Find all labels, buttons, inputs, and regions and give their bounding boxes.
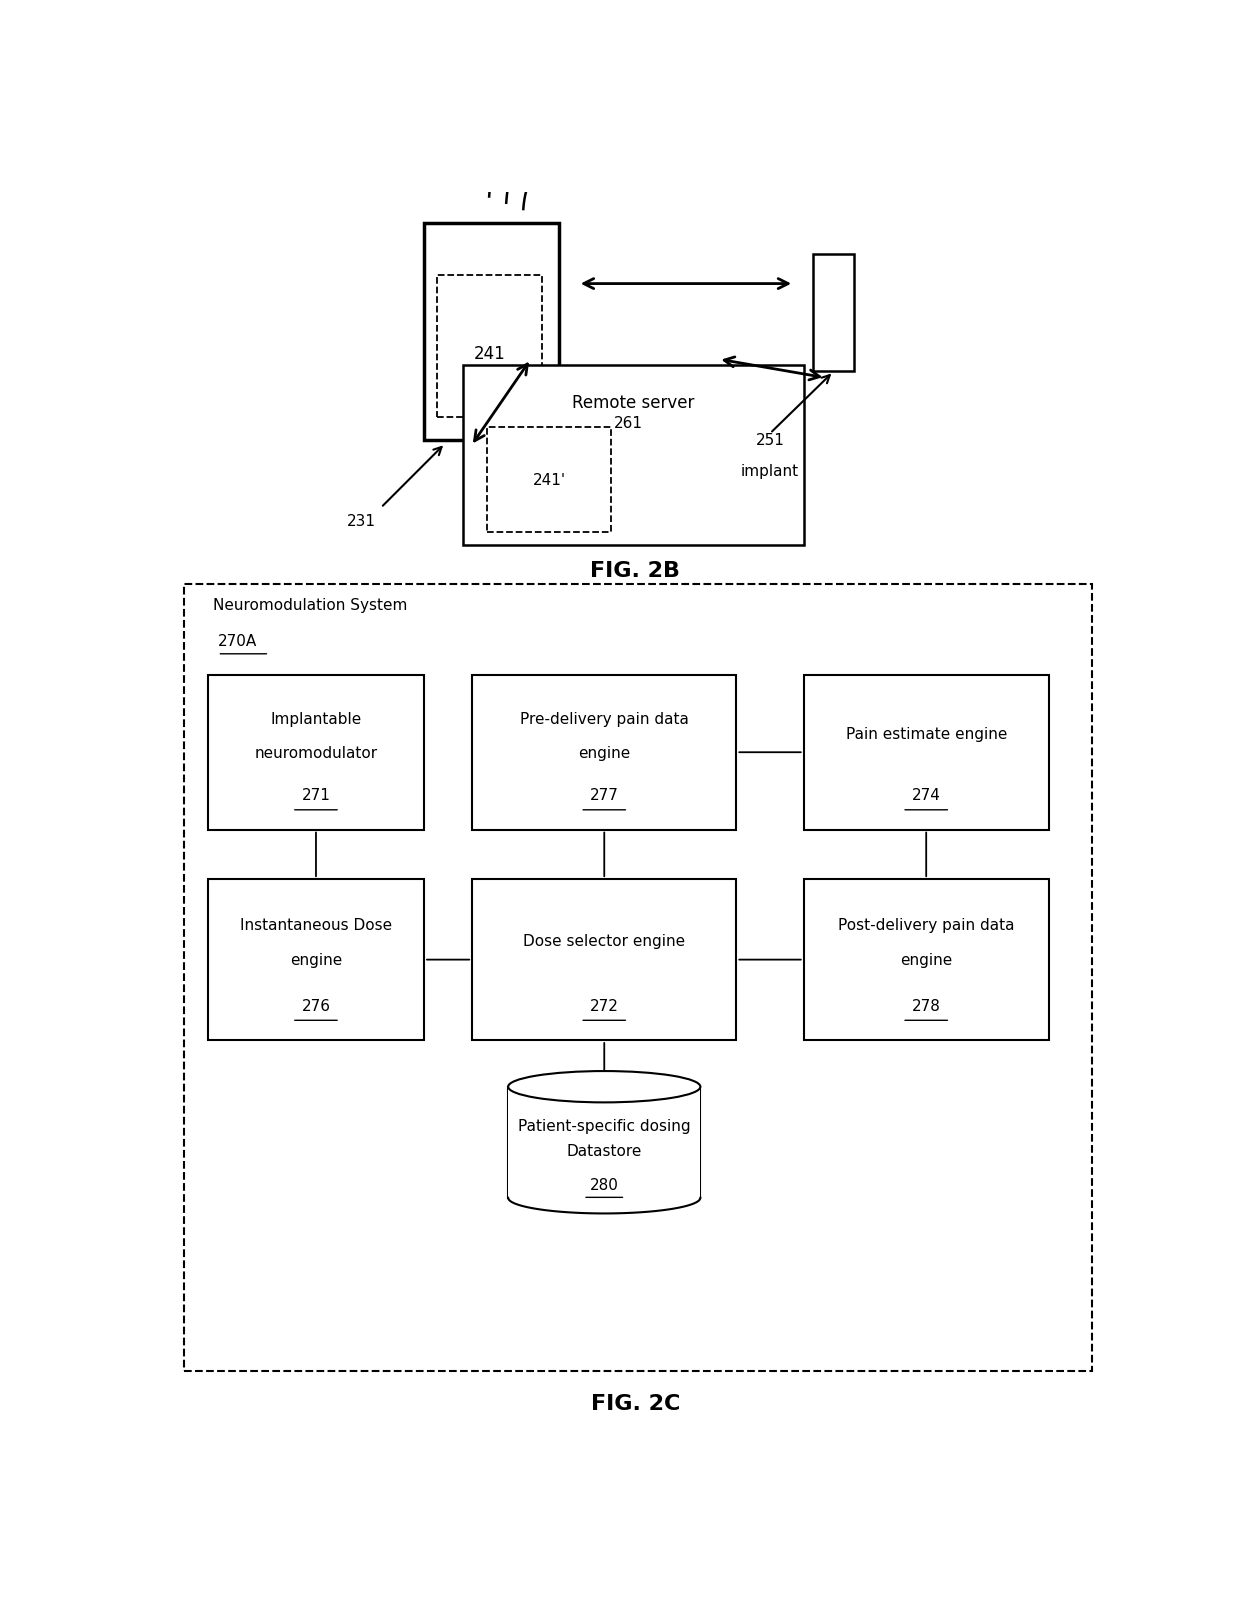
Text: 270A: 270A — [217, 633, 257, 648]
FancyBboxPatch shape — [813, 256, 853, 373]
Text: Pre-delivery pain data: Pre-delivery pain data — [520, 712, 688, 726]
Text: 274: 274 — [911, 787, 941, 804]
FancyBboxPatch shape — [184, 585, 1092, 1371]
Text: 261: 261 — [614, 416, 644, 431]
Text: FIG. 2B: FIG. 2B — [590, 561, 681, 580]
Text: implant: implant — [742, 464, 799, 479]
Text: 231: 231 — [347, 513, 376, 529]
Text: 276: 276 — [301, 998, 331, 1014]
FancyBboxPatch shape — [472, 879, 737, 1040]
FancyBboxPatch shape — [486, 427, 611, 534]
Text: Neuromodulation System: Neuromodulation System — [213, 598, 407, 612]
FancyBboxPatch shape — [436, 276, 542, 418]
Text: Post-delivery pain data: Post-delivery pain data — [838, 918, 1014, 932]
Text: Datastore: Datastore — [567, 1144, 642, 1159]
Text: 272: 272 — [590, 998, 619, 1014]
FancyBboxPatch shape — [424, 223, 559, 440]
Text: engine: engine — [290, 953, 342, 967]
Text: engine: engine — [578, 746, 630, 760]
Text: 241': 241' — [532, 472, 565, 489]
Text: 278: 278 — [911, 998, 941, 1014]
Text: 241: 241 — [474, 346, 506, 363]
Text: Dose selector engine: Dose selector engine — [523, 934, 686, 948]
Text: Remote server: Remote server — [572, 394, 694, 411]
Text: Implantable: Implantable — [270, 712, 362, 726]
FancyBboxPatch shape — [463, 366, 804, 545]
Text: engine: engine — [900, 953, 952, 967]
Text: Patient-specific dosing: Patient-specific dosing — [518, 1118, 691, 1133]
Text: neuromodulator: neuromodulator — [254, 746, 377, 760]
FancyBboxPatch shape — [804, 675, 1049, 831]
FancyBboxPatch shape — [208, 675, 424, 831]
Text: 271: 271 — [301, 787, 330, 804]
Text: Instantaneous Dose: Instantaneous Dose — [239, 918, 392, 932]
Text: 251: 251 — [755, 432, 785, 448]
Polygon shape — [508, 1086, 701, 1199]
Text: Pain estimate engine: Pain estimate engine — [846, 726, 1007, 742]
Text: 280: 280 — [590, 1178, 619, 1192]
Text: FIG. 2C: FIG. 2C — [590, 1393, 681, 1413]
FancyBboxPatch shape — [804, 879, 1049, 1040]
Ellipse shape — [508, 1072, 701, 1102]
Text: 277: 277 — [590, 787, 619, 804]
FancyBboxPatch shape — [208, 879, 424, 1040]
FancyBboxPatch shape — [472, 675, 737, 831]
